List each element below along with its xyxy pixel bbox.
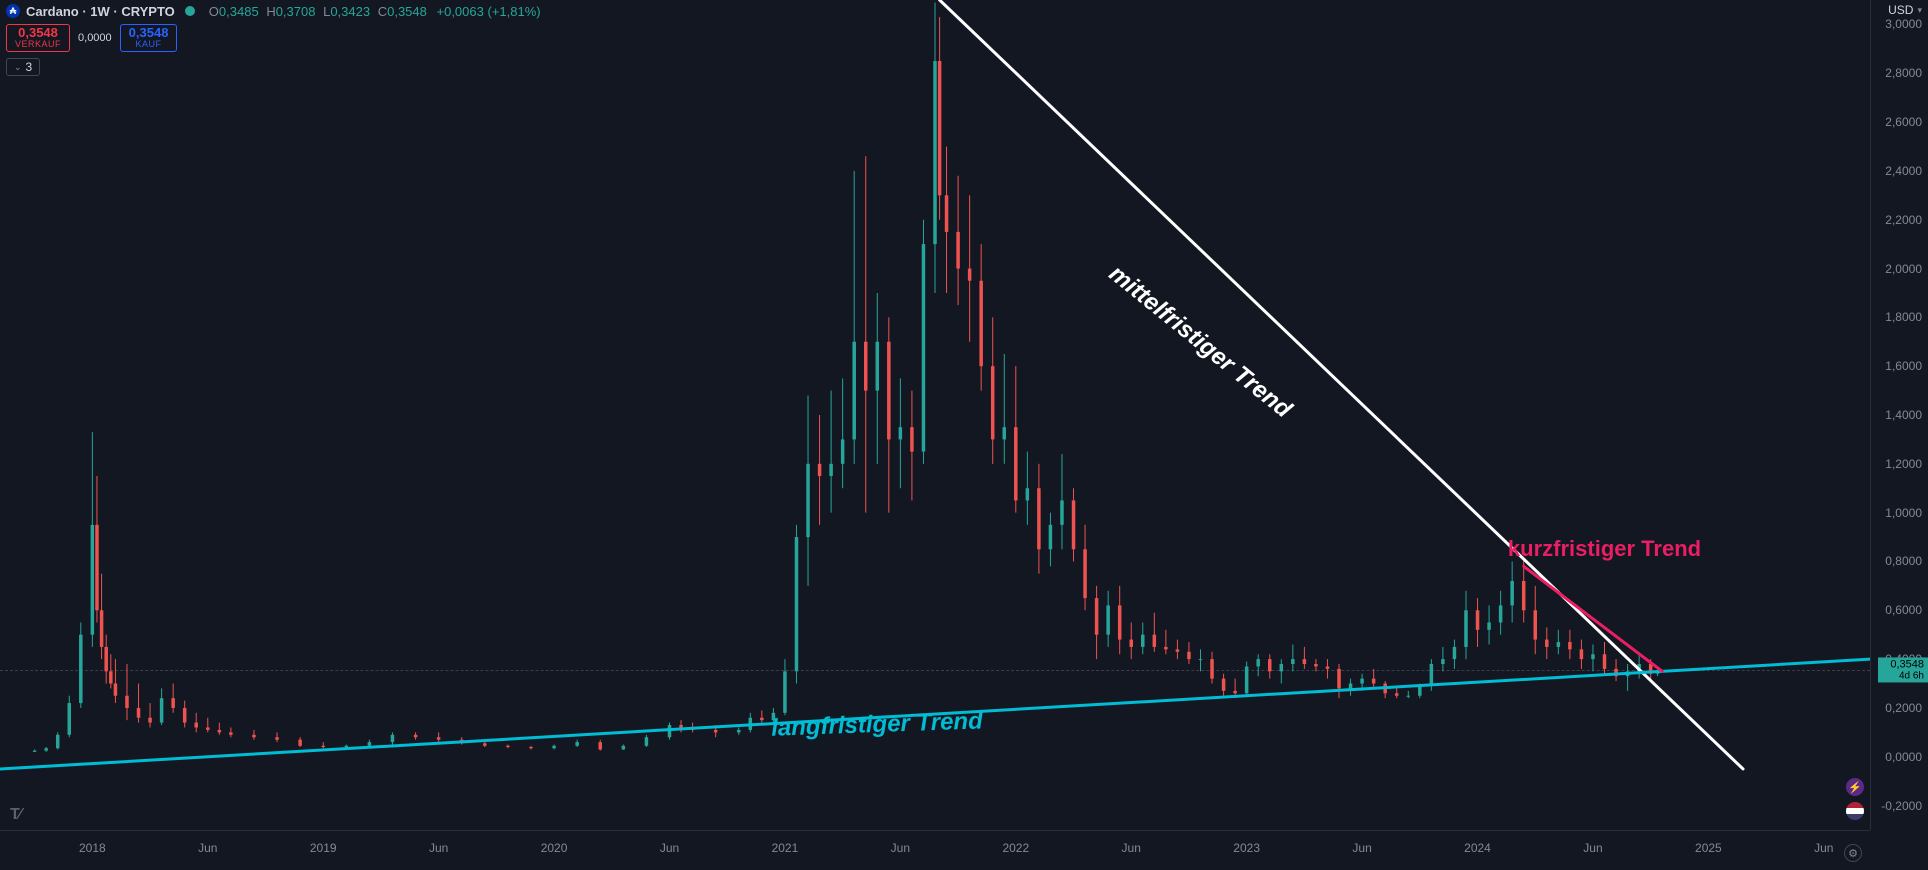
x-tick-label: Jun (660, 841, 679, 855)
x-tick-label: Jun (198, 841, 217, 855)
y-tick-label: 1,2000 (1885, 457, 1922, 471)
y-tick-label: 0,0000 (1885, 750, 1922, 764)
x-tick-label: Jun (1352, 841, 1371, 855)
y-tick-label: 2,8000 (1885, 66, 1922, 80)
x-tick-label: Jun (1583, 841, 1602, 855)
buy-sell-panel: 0,3548 VERKAUF 0,0000 0,3548 KAUF (6, 24, 177, 52)
buy-button[interactable]: 0,3548 KAUF (120, 24, 178, 52)
y-tick-label: 2,6000 (1885, 115, 1922, 129)
x-tick-label: 2025 (1695, 841, 1722, 855)
x-tick-label: Jun (429, 841, 448, 855)
x-tick-label: 2019 (310, 841, 337, 855)
symbol-icon: ₳ (6, 4, 20, 18)
x-tick-label: 2020 (541, 841, 568, 855)
chart-plot-area[interactable]: mittelfristiger Trendkurzfristiger Trend… (0, 0, 1870, 830)
tradingview-logo: T⁄ (10, 806, 20, 824)
event-badges: ⚡ (1846, 778, 1864, 820)
x-tick-label: 2021 (772, 841, 799, 855)
y-tick-label: 1,4000 (1885, 408, 1922, 422)
chevron-down-icon: ⌄ (14, 62, 22, 73)
chevron-down-icon: ▾ (1917, 5, 1922, 16)
currency-label: USD (1888, 3, 1913, 17)
y-tick-label: 0,2000 (1885, 701, 1922, 715)
currency-selector[interactable]: USD ▾ (1888, 3, 1922, 17)
y-tick-label: 2,4000 (1885, 164, 1922, 178)
y-tick-label: 0,6000 (1885, 603, 1922, 617)
time-axis[interactable]: ⚙ 2018 Jun 2019 Jun 2020 Jun 2021 Jun 2022 Jun 202… (0, 830, 1870, 870)
flag-badge-icon[interactable] (1846, 802, 1864, 820)
y-tick-label: 2,0000 (1885, 262, 1922, 276)
x-tick-label: 2018 (79, 841, 106, 855)
y-tick-label: 0,8000 (1885, 554, 1922, 568)
x-tick-label: Jun (1122, 841, 1141, 855)
x-tick-label: Jun (891, 841, 910, 855)
ai-badge-icon[interactable]: ⚡ (1846, 778, 1864, 796)
candlestick-plot (0, 0, 1870, 830)
y-tick-label: 1,0000 (1885, 506, 1922, 520)
current-price-tag: 0,35484d 6h (1878, 658, 1928, 683)
settings-gear-icon[interactable]: ⚙ (1844, 844, 1862, 862)
symbol-title[interactable]: Cardano · 1W · CRYPTO (26, 4, 175, 19)
y-tick-label: 1,6000 (1885, 359, 1922, 373)
sell-button[interactable]: 0,3548 VERKAUF (6, 24, 70, 52)
x-tick-label: 2022 (1002, 841, 1029, 855)
market-status-dot (185, 6, 195, 16)
spread-value: 0,0000 (74, 32, 116, 44)
x-tick-label: 2023 (1233, 841, 1260, 855)
y-tick-label: -0,2000 (1881, 799, 1922, 813)
y-tick-label: 1,8000 (1885, 310, 1922, 324)
ohlc-readout: O0,3485 H0,3708 L0,3423 C0,3548 +0,0063 … (205, 4, 541, 19)
chart-header: ₳ Cardano · 1W · CRYPTO O0,3485 H0,3708 … (0, 0, 1928, 22)
x-tick-label: Jun (1814, 841, 1833, 855)
x-tick-label: 2024 (1464, 841, 1491, 855)
y-tick-label: 2,2000 (1885, 213, 1922, 227)
price-axis[interactable]: 3,00002,80002,60002,40002,20002,00001,80… (1870, 0, 1928, 830)
indicator-collapse-toggle[interactable]: ⌄ 3 (6, 58, 40, 76)
